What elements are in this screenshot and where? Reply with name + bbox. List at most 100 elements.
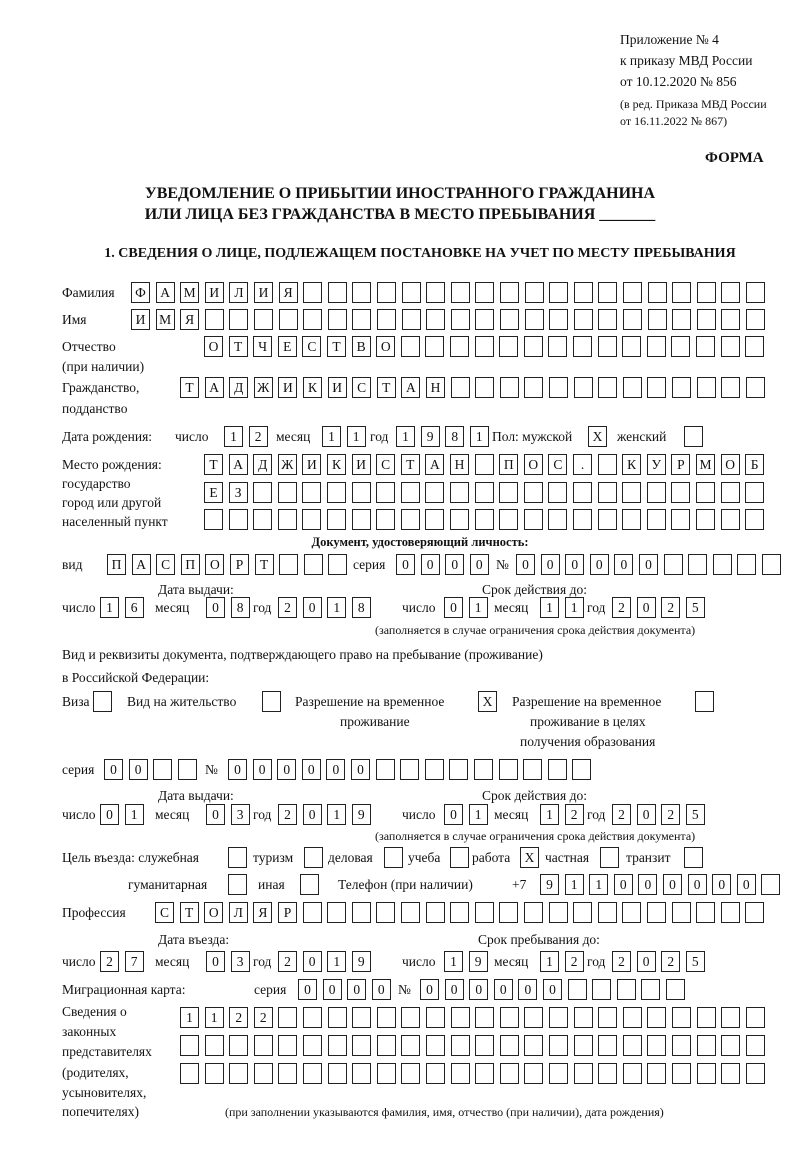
char-cell[interactable] — [352, 1035, 372, 1056]
char-cell[interactable] — [696, 377, 716, 398]
char-cell[interactable] — [684, 426, 703, 447]
char-cell[interactable] — [671, 509, 691, 530]
char-cell[interactable]: 1 — [327, 597, 347, 618]
char-cell[interactable] — [720, 902, 740, 923]
char-cell[interactable] — [622, 1035, 642, 1056]
char-cell[interactable]: 0 — [639, 554, 658, 575]
char-cell[interactable] — [352, 309, 372, 330]
char-cell[interactable] — [737, 554, 757, 575]
char-cell[interactable] — [426, 1035, 445, 1056]
char-cell[interactable] — [229, 1035, 249, 1056]
char-cell[interactable] — [622, 1063, 642, 1084]
char-cell[interactable] — [377, 309, 396, 330]
char-cell[interactable]: 0 — [100, 804, 119, 825]
char-cell[interactable] — [597, 482, 617, 503]
char-cell[interactable] — [400, 336, 420, 357]
char-cell[interactable]: В — [351, 336, 371, 357]
char-cell[interactable] — [278, 309, 298, 330]
char-cell[interactable] — [475, 309, 495, 330]
char-cell[interactable] — [425, 482, 445, 503]
char-cell[interactable] — [327, 1035, 347, 1056]
char-cell[interactable]: О — [205, 554, 225, 575]
char-cell[interactable]: П — [107, 554, 126, 575]
char-cell[interactable] — [401, 1063, 421, 1084]
char-cell[interactable]: 0 — [444, 979, 464, 1000]
char-cell[interactable]: 1 — [540, 597, 559, 618]
char-cell[interactable] — [450, 282, 470, 303]
char-cell[interactable] — [524, 309, 544, 330]
char-cell[interactable]: А — [204, 377, 224, 398]
char-cell[interactable] — [549, 377, 568, 398]
char-cell[interactable] — [303, 282, 323, 303]
char-cell[interactable] — [327, 309, 347, 330]
char-cell[interactable] — [721, 309, 741, 330]
char-cell[interactable] — [303, 309, 323, 330]
char-cell[interactable] — [304, 847, 323, 868]
char-cell[interactable] — [499, 336, 519, 357]
char-cell[interactable]: И — [131, 309, 150, 330]
char-cell[interactable] — [671, 336, 691, 357]
char-cell[interactable] — [426, 1063, 445, 1084]
char-cell[interactable]: 0 — [322, 979, 342, 1000]
char-cell[interactable]: 5 — [685, 597, 705, 618]
char-cell[interactable] — [377, 282, 396, 303]
char-cell[interactable]: 0 — [104, 759, 123, 780]
char-cell[interactable] — [598, 1035, 618, 1056]
char-cell[interactable]: А — [425, 454, 445, 475]
char-cell[interactable] — [499, 1007, 519, 1028]
char-cell[interactable]: 1 — [327, 804, 347, 825]
char-cell[interactable] — [745, 377, 765, 398]
char-cell[interactable]: 0 — [638, 874, 658, 895]
char-cell[interactable]: 1 — [204, 1007, 224, 1028]
char-cell[interactable] — [745, 336, 765, 357]
char-cell[interactable]: А — [228, 454, 248, 475]
char-cell[interactable] — [696, 282, 716, 303]
char-cell[interactable] — [278, 1063, 298, 1084]
char-cell[interactable] — [424, 759, 444, 780]
char-cell[interactable]: 1 — [564, 874, 584, 895]
char-cell[interactable]: 2 — [564, 804, 584, 825]
char-cell[interactable]: 0 — [444, 597, 463, 618]
char-cell[interactable] — [598, 377, 618, 398]
char-cell[interactable]: 2 — [612, 951, 631, 972]
char-cell[interactable]: 9 — [540, 874, 559, 895]
char-cell[interactable] — [401, 282, 421, 303]
char-cell[interactable] — [474, 454, 494, 475]
char-cell[interactable]: 0 — [228, 759, 247, 780]
char-cell[interactable] — [277, 509, 297, 530]
char-cell[interactable]: Я — [278, 282, 298, 303]
char-cell[interactable]: К — [327, 454, 346, 475]
char-cell[interactable] — [592, 979, 612, 1000]
char-cell[interactable] — [262, 691, 281, 712]
char-cell[interactable] — [401, 902, 420, 923]
char-cell[interactable] — [93, 691, 112, 712]
char-cell[interactable] — [180, 1063, 199, 1084]
char-cell[interactable]: 3 — [230, 951, 250, 972]
char-cell[interactable] — [549, 1007, 568, 1028]
char-cell[interactable]: 0 — [206, 951, 225, 972]
char-cell[interactable]: Т — [400, 454, 420, 475]
char-cell[interactable] — [327, 902, 347, 923]
char-cell[interactable] — [351, 482, 371, 503]
char-cell[interactable]: 0 — [613, 874, 633, 895]
char-cell[interactable] — [745, 1063, 765, 1084]
char-cell[interactable] — [279, 554, 299, 575]
char-cell[interactable] — [303, 1035, 322, 1056]
char-cell[interactable] — [573, 309, 593, 330]
char-cell[interactable] — [671, 482, 691, 503]
char-cell[interactable] — [401, 1007, 421, 1028]
char-cell[interactable] — [672, 282, 692, 303]
char-cell[interactable]: 1 — [180, 1007, 199, 1028]
char-cell[interactable]: 2 — [100, 951, 119, 972]
char-cell[interactable]: 5 — [685, 951, 705, 972]
char-cell[interactable] — [376, 1063, 396, 1084]
char-cell[interactable]: Ж — [253, 377, 273, 398]
char-cell[interactable]: А — [155, 282, 175, 303]
char-cell[interactable]: П — [180, 554, 200, 575]
char-cell[interactable] — [548, 509, 568, 530]
char-cell[interactable]: 0 — [420, 554, 440, 575]
char-cell[interactable] — [696, 1007, 716, 1028]
char-cell[interactable] — [474, 336, 494, 357]
char-cell[interactable] — [623, 309, 642, 330]
char-cell[interactable]: 1 — [540, 804, 559, 825]
